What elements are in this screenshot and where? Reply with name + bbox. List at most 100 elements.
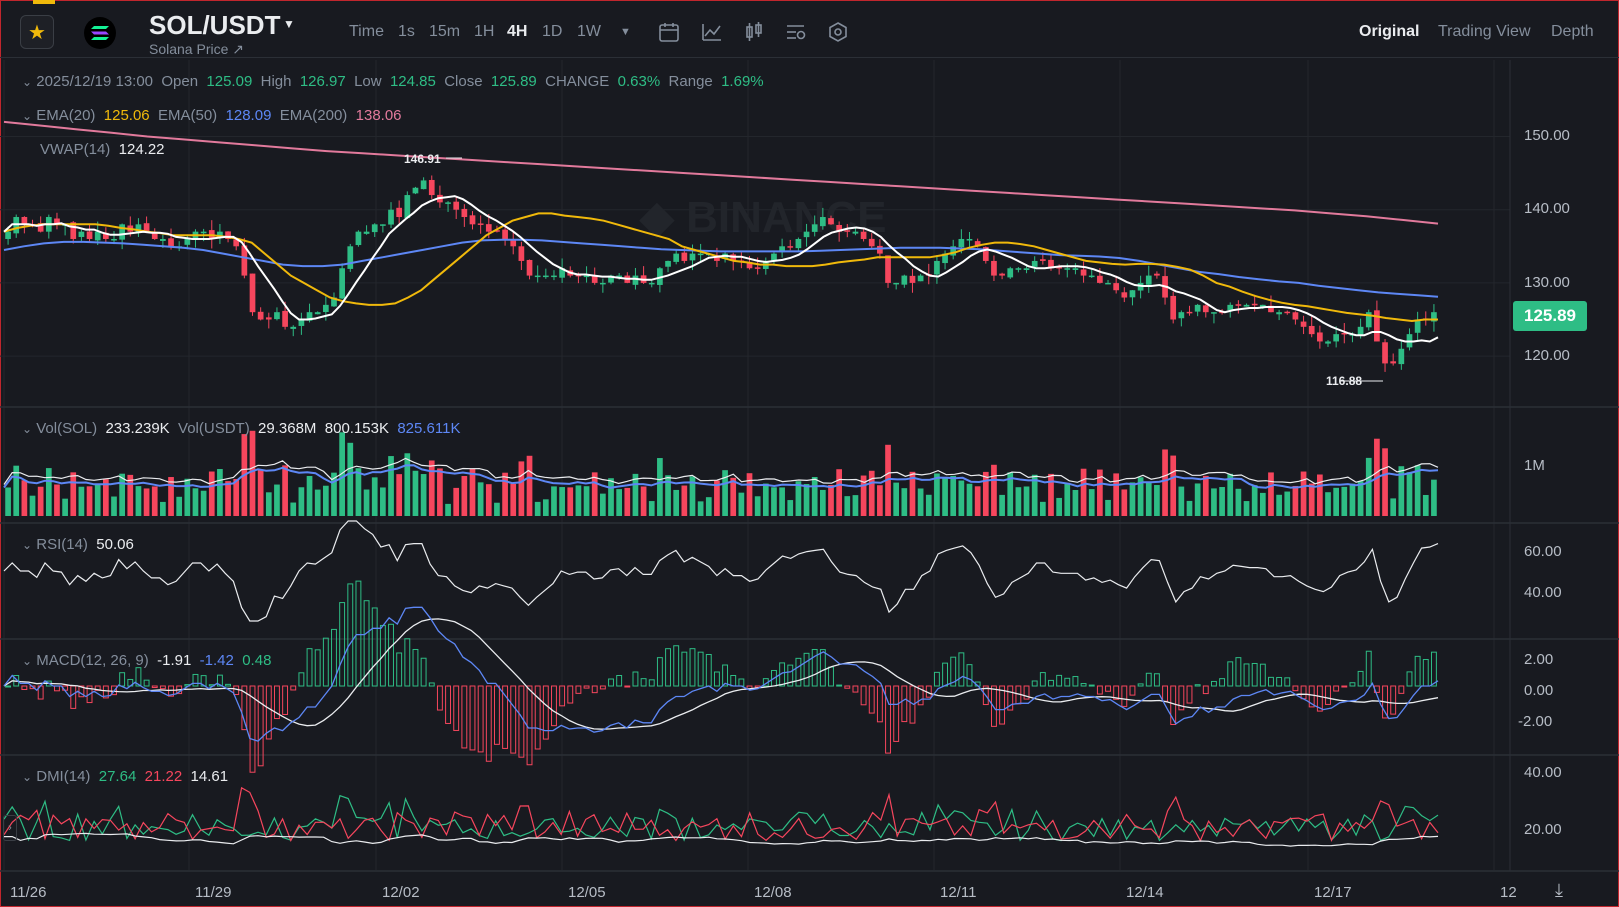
candle-body (665, 260, 671, 267)
ohlc-high: 126.97 (299, 73, 346, 90)
symbol-title[interactable]: SOL/USDT (149, 10, 281, 40)
volume-bar (1113, 473, 1120, 516)
volume-bar (1251, 485, 1258, 516)
calendar-icon[interactable] (657, 20, 681, 44)
macd-histogram-bar (534, 685, 541, 750)
vwap-value: 124.22 (118, 141, 165, 158)
candle-body (575, 274, 582, 277)
collapse-chevron-icon[interactable]: ⌄ (22, 75, 33, 89)
volume-bar (111, 496, 117, 516)
macd-histogram-bar (453, 685, 460, 731)
volume-bar (485, 484, 492, 516)
timeframe-time[interactable]: Time (349, 23, 384, 40)
favorite-star-button[interactable]: ★ (20, 15, 54, 49)
candle-body (355, 231, 362, 246)
collapse-chevron-icon[interactable]: ⌄ (22, 538, 33, 552)
volume-bar (1276, 494, 1282, 516)
candle-body (1121, 292, 1128, 298)
volume-bar (1243, 501, 1250, 516)
volume-bar (160, 501, 166, 516)
symbol-subtitle-link[interactable]: Solana Price ↗ (149, 41, 244, 57)
dmi-minus-line (3, 786, 1439, 842)
indicator-settings-icon[interactable] (784, 20, 808, 44)
candle-body (249, 273, 256, 313)
volume-bar (779, 487, 785, 516)
volume-bar (119, 473, 125, 516)
candle-body (803, 231, 810, 238)
timeframe-more-chevron-icon[interactable]: ▼ (620, 26, 631, 38)
candle-body (518, 246, 525, 261)
macd-histogram-bar (404, 638, 411, 687)
candle-body (909, 275, 916, 283)
collapse-chevron-icon[interactable]: ⌄ (22, 770, 33, 784)
macd-histogram-bar (339, 602, 346, 687)
volume-bar (1227, 473, 1234, 516)
rsi-line (3, 520, 1439, 622)
volume-bar (1097, 469, 1103, 516)
side-panel-toggle-icon[interactable]: › (3, 815, 17, 841)
volume-bar (1219, 487, 1225, 516)
volume-bar (54, 484, 60, 516)
volume-bar (502, 472, 508, 516)
candle-body (70, 222, 77, 239)
tab-original[interactable]: Original (1359, 23, 1420, 40)
volume-bar (616, 489, 623, 516)
time-axis-label: 12/02 (382, 884, 420, 901)
timeframe-15m[interactable]: 15m (429, 23, 461, 40)
collapse-chevron-icon[interactable]: ⌄ (22, 422, 33, 436)
tab-trading-view[interactable]: Trading View (1438, 23, 1531, 40)
timeframe-1h[interactable]: 1H (474, 23, 495, 40)
time-axis-label: 11/26 (10, 884, 47, 901)
line-chart-icon[interactable] (700, 20, 724, 44)
candle-body (445, 202, 451, 204)
macd-histogram-bar (363, 600, 370, 687)
macd-histogram-bar (510, 685, 517, 754)
collapse-chevron-icon[interactable]: ⌄ (22, 654, 33, 668)
collapse-chevron-icon[interactable]: ⌄ (22, 109, 33, 123)
candle-body (1105, 282, 1111, 285)
macd-histogram-bar (282, 685, 289, 715)
macd-histogram-bar (559, 685, 566, 707)
candle-body (412, 187, 419, 194)
macd-histogram-bar (795, 657, 802, 687)
candle-body (1170, 295, 1177, 320)
volume-bar (1268, 472, 1274, 516)
volume-bar (1178, 486, 1185, 516)
candle-body (1382, 342, 1388, 364)
timeframe-4h[interactable]: 4H (507, 23, 528, 40)
volume-bar (1064, 483, 1071, 516)
chart-settings-hexagon-icon[interactable] (826, 20, 850, 44)
volume-bar (477, 482, 484, 516)
candle-body (1227, 304, 1234, 311)
price-markers: 146.91 116.88 (404, 152, 1383, 388)
volume-bar (249, 430, 256, 516)
macd-histogram-bar (999, 685, 1006, 725)
price-chart[interactable]: ◆ BINANCE 146.91 116.88 (0, 58, 1619, 907)
macd-histogram-bar (1308, 685, 1315, 708)
fit-vertical-icon[interactable]: ⤓ (1555, 880, 1563, 900)
candlestick-icon[interactable] (742, 20, 766, 44)
volume-bar (1422, 494, 1429, 516)
macd-histogram-bar (355, 580, 362, 687)
ohlc-range: 1.69% (721, 73, 764, 90)
symbol-dropdown-chevron-icon[interactable]: ▼ (283, 17, 295, 31)
macd-histogram-bar (485, 685, 492, 762)
dmi-legend: ⌄ DMI(14) 27.64 21.22 14.61 (22, 768, 229, 785)
volume-bar (371, 477, 378, 516)
macd-histogram-bar (1121, 685, 1128, 707)
timeframe-1d[interactable]: 1D (542, 23, 563, 40)
volume-bar (1129, 482, 1136, 516)
macd-histogram-bar (102, 685, 109, 699)
candle-body (1072, 268, 1079, 270)
rsi-axis-label: 40.00 (1524, 584, 1562, 601)
timeframe-1s[interactable]: 1s (398, 23, 415, 40)
volume-bar (771, 487, 777, 516)
macd-histogram-bar (942, 662, 949, 687)
candle-body (420, 180, 427, 190)
timeframe-1w[interactable]: 1W (577, 23, 601, 40)
candle-body (771, 253, 777, 261)
macd-histogram-bar (1153, 673, 1160, 687)
tab-depth[interactable]: Depth (1551, 23, 1594, 40)
candle-body (1398, 348, 1405, 365)
macd-histogram-bar (1349, 682, 1356, 687)
